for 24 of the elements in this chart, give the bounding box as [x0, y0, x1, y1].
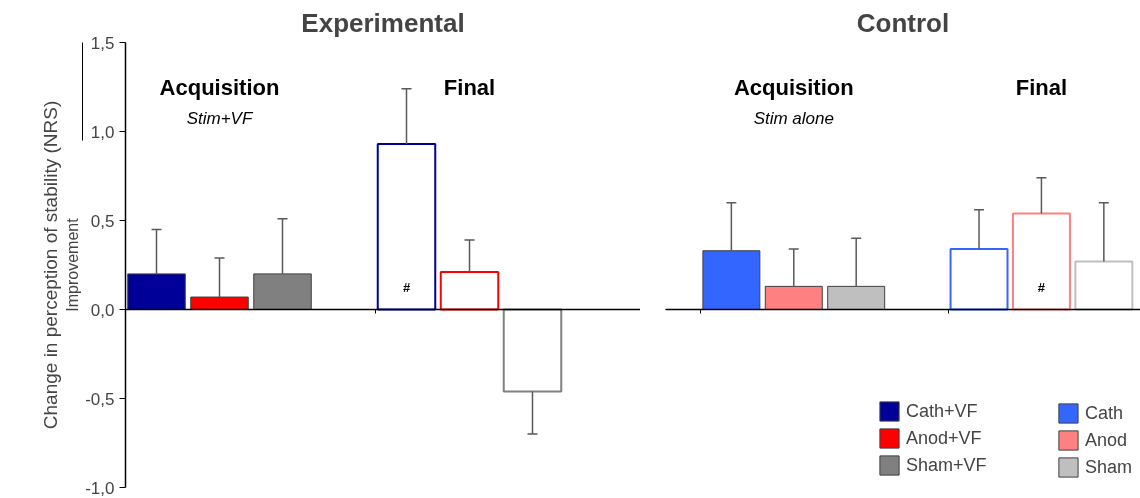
category-label: Acquisition: [159, 74, 280, 100]
y-tick-label: 1,0: [90, 122, 115, 142]
legend-label: Anod+VF: [906, 427, 982, 449]
annotation: Stim alone: [753, 108, 834, 128]
y-tick-label: 0,0: [90, 300, 115, 320]
annotation: Stim+VF: [186, 108, 254, 128]
data-label: #: [402, 279, 411, 295]
y-tick-label: -1,0: [85, 478, 115, 498]
category-label: Final: [1015, 74, 1068, 100]
y-tick-label: 0,5: [90, 211, 115, 231]
y-tick-label: -0,5: [85, 389, 115, 409]
data-label: #: [1037, 279, 1046, 295]
chart-title: Control: [856, 7, 950, 38]
text: Improvement: [63, 217, 81, 312]
y-tick-label: 1,5: [90, 33, 115, 53]
category-label: Acquisition: [733, 74, 854, 100]
legend-label: Sham: [1084, 456, 1132, 478]
category-label: Final: [443, 74, 496, 100]
legend-label: Sham+VF: [906, 454, 987, 476]
chart-title: Experimental: [301, 7, 465, 38]
legend-label: Cath: [1084, 402, 1123, 424]
legend-label: Anod: [1084, 429, 1128, 451]
y-axis-title: Change in perception of stability (NRS): [39, 100, 61, 430]
legend-label: Cath+VF: [906, 400, 978, 422]
